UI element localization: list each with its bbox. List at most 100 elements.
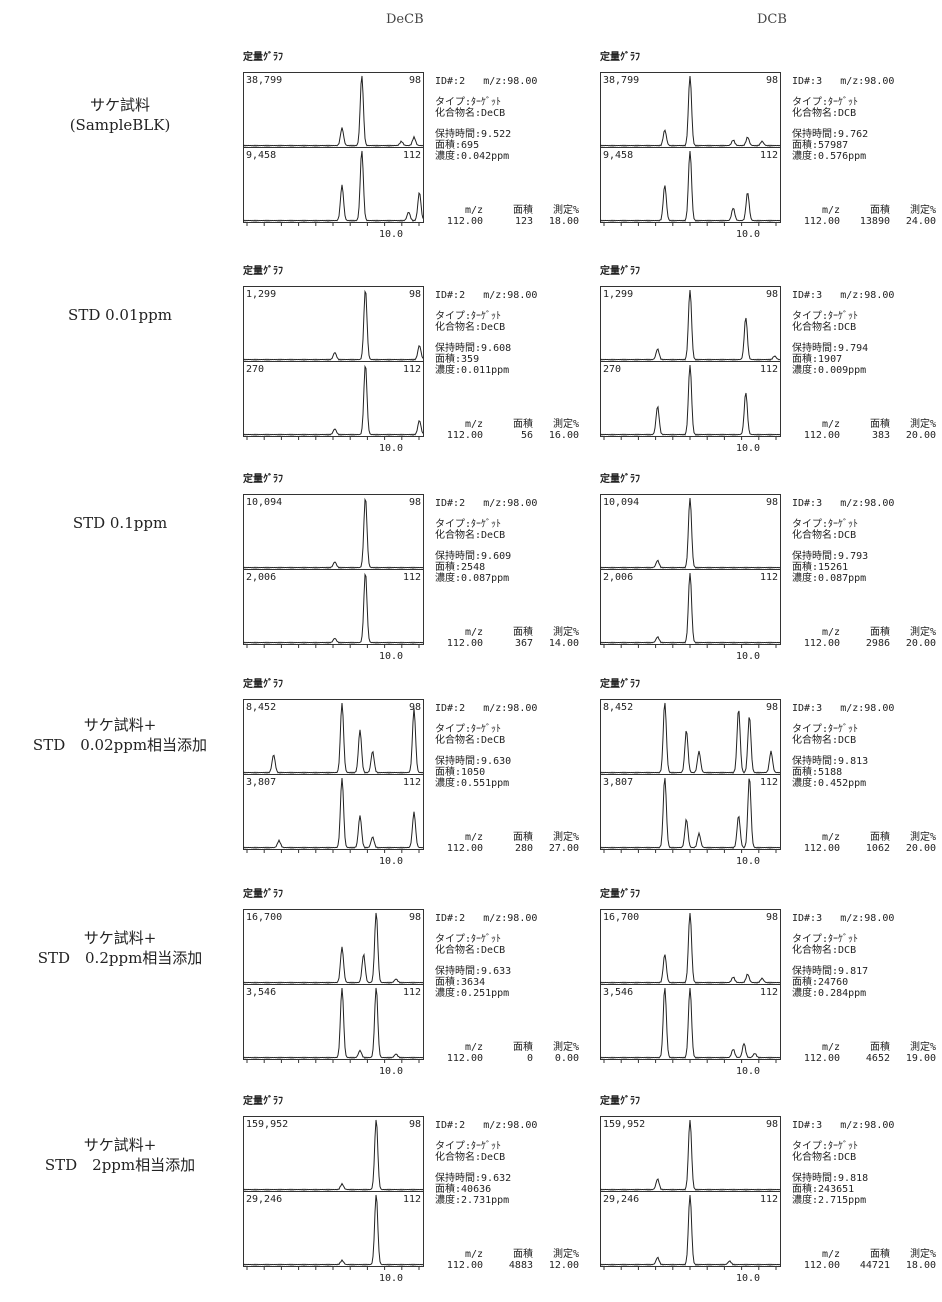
trace-line-112 [243, 150, 424, 223]
trace-max-label: 1,299 [603, 289, 633, 300]
ratio-header-mz: m/z [821, 1042, 840, 1053]
trace-line-112 [600, 150, 781, 223]
ratio-header-area: 面積 [513, 205, 533, 216]
concentration-line: 濃度:0.551ppm [435, 778, 595, 789]
area-prefix: 面積: [435, 977, 462, 988]
quant-panel: 定量ｸﾞﾗﾌ 159,952 98 29,246 112 10.0 ID#:3 m/z:98… [600, 1092, 942, 1292]
ratio-mz: 112.00 [803, 216, 840, 227]
chromatogram-svg: 38,799 98 9,458 112 10.0 [243, 72, 424, 240]
type-line: タイプ:ﾀｰｹﾞｯﾄ [435, 97, 502, 108]
ratio-table: m/z 面積 測定% 112.00 56 16.00 [427, 419, 587, 441]
quant-panel: 定量ｸﾞﾗﾌ 1,299 98 270 112 10.0 ID#:3 m/z:98.00 タイ… [600, 262, 942, 462]
ratio-area: 123 [514, 216, 533, 227]
type-line: タイプ:ﾀｰｹﾞｯﾄ [792, 1141, 942, 1152]
compound-value: DeCB [481, 735, 506, 746]
mz-value: 98.00 [864, 498, 895, 509]
conc-prefix: 濃度: [792, 988, 819, 999]
quant-panel: 定量ｸﾞﾗﾌ 10,094 98 2,006 112 10.0 ID#:3 m/z:98.0… [600, 470, 942, 670]
id-value: 3 [816, 498, 823, 509]
peak-info: ID#:2 m/z:98.00 タイプ:ﾀｰｹﾞｯﾄ 化合物名:DeCB 保持時間:9… [435, 913, 595, 999]
ratio-area: 1062 [865, 843, 890, 854]
ratio-table: m/z 面積 測定% 112.00 0 0.00 [427, 1042, 587, 1064]
trace-max-label: 270 [246, 364, 264, 375]
ratio-area: 4883 [508, 1260, 533, 1271]
concentration-line: 濃度:0.087ppm [792, 573, 942, 584]
concentration-line: 濃度:0.452ppm [792, 778, 942, 789]
graph-title: 定量ｸﾞﾗﾌ [243, 266, 283, 277]
area-line: 面積:57987 [792, 140, 942, 151]
id-line: ID#:2 m/z:98.00 [435, 703, 595, 714]
compound-line: 化合物名:DeCB [435, 530, 595, 541]
mz-prefix: m/z: [483, 703, 508, 714]
trace-line-112 [243, 987, 424, 1060]
id-prefix: ID#: [435, 913, 460, 924]
peak-info: ID#:3 m/z:98.00 タイプ:ﾀｰｹﾞｯﾄ 化合物名:DCB 保持時間:9.… [792, 1120, 942, 1206]
chromatogram-svg: 1,299 98 270 112 10.0 [600, 286, 781, 454]
compound-prefix: 化合物名: [435, 735, 482, 746]
compound-value: DeCB [481, 1152, 506, 1163]
ratio-table: m/z 面積 測定% 112.00 44721 18.00 [784, 1249, 942, 1271]
rt-value: 9.793 [838, 551, 869, 562]
type-line: タイプ:ﾀｰｹﾞｯﾄ [435, 311, 502, 322]
id-line: ID#:2 m/z:98.00 [435, 1120, 595, 1131]
conc-value: 0.087ppm [818, 573, 867, 584]
ratio-header-mz: m/z [821, 419, 840, 430]
ratio-value-row: 112.00 383 20.00 [784, 430, 942, 441]
rt-value: 9.813 [838, 756, 869, 767]
compound-value: DeCB [481, 530, 506, 541]
trace-line-98 [243, 497, 424, 570]
compound-line: 化合物名:DeCB [435, 322, 595, 333]
peak-info: ID#:3 m/z:98.00 タイプ:ﾀｰｹﾞｯﾄ 化合物名:DCB 保持時間:9.… [792, 913, 942, 999]
ratio-header-area: 面積 [870, 205, 890, 216]
ratio-pct: 12.00 [548, 1260, 579, 1271]
trace-mz-label: 112 [403, 1194, 421, 1205]
id-value: 3 [816, 290, 823, 301]
id-value: 2 [459, 290, 466, 301]
area-prefix: 面積: [435, 354, 462, 365]
compound-prefix: 化合物名: [792, 735, 839, 746]
x-tick-label: 10.0 [736, 1066, 760, 1077]
mz-value: 98.00 [507, 913, 538, 924]
ratio-table: m/z 面積 測定% 112.00 13890 24.00 [784, 205, 942, 227]
ratio-pct: 20.00 [905, 430, 936, 441]
mz-value: 98.00 [507, 76, 538, 87]
area-prefix: 面積: [792, 562, 819, 573]
trace-line-98 [243, 289, 424, 362]
chromatogram-svg: 10,094 98 2,006 112 10.0 [243, 494, 424, 662]
id-value: 3 [816, 913, 823, 924]
ratio-header-pct: 測定% [552, 832, 579, 843]
x-tick-label: 10.0 [736, 856, 760, 867]
ratio-header-row: m/z 面積 測定% [784, 205, 942, 216]
area-line: 面積:15261 [792, 562, 942, 573]
ratio-table: m/z 面積 測定% 112.00 4652 19.00 [784, 1042, 942, 1064]
area-value: 24760 [818, 977, 849, 988]
row-label-line: STD 2ppm相当添加 [44, 1156, 196, 1174]
compound-line: 化合物名:DeCB [435, 108, 595, 119]
rt-prefix: 保持時間: [435, 1173, 482, 1184]
ratio-header-mz: m/z [821, 627, 840, 638]
ratio-pct: 20.00 [905, 638, 936, 649]
ratio-header-pct: 測定% [909, 627, 936, 638]
chromatogram-svg: 8,452 98 3,807 112 10.0 [243, 699, 424, 867]
trace-mz-label: 98 [409, 289, 421, 300]
ratio-header-pct: 測定% [552, 1042, 579, 1053]
type-line: タイプ:ﾀｰｹﾞｯﾄ [792, 311, 859, 322]
peak-info: ID#:3 m/z:98.00 タイプ:ﾀｰｹﾞｯﾄ 化合物名:DCB 保持時間:9.… [792, 498, 942, 584]
area-value: 5188 [818, 767, 843, 778]
peak-info: ID#:2 m/z:98.00 タイプ:ﾀｰｹﾞｯﾄ 化合物名:DeCB 保持時間:9… [435, 76, 595, 162]
compound-value: DCB [838, 530, 857, 541]
mz-prefix: m/z: [483, 498, 508, 509]
ratio-pct: 16.00 [548, 430, 579, 441]
mz-value: 98.00 [507, 290, 538, 301]
chromatogram-plot: 1,299 98 270 112 10.0 [600, 286, 782, 461]
trace-mz-label: 112 [760, 150, 778, 161]
ratio-header-mz: m/z [464, 419, 483, 430]
conc-prefix: 濃度: [435, 988, 462, 999]
trace-mz-label: 112 [403, 150, 421, 161]
ratio-header-pct: 測定% [909, 205, 936, 216]
conc-prefix: 濃度: [435, 151, 462, 162]
trace-mz-label: 112 [403, 364, 421, 375]
type-line: タイプ:ﾀｰｹﾞｯﾄ [435, 519, 595, 530]
ratio-mz: 112.00 [446, 216, 483, 227]
trace-line-98 [600, 497, 781, 570]
